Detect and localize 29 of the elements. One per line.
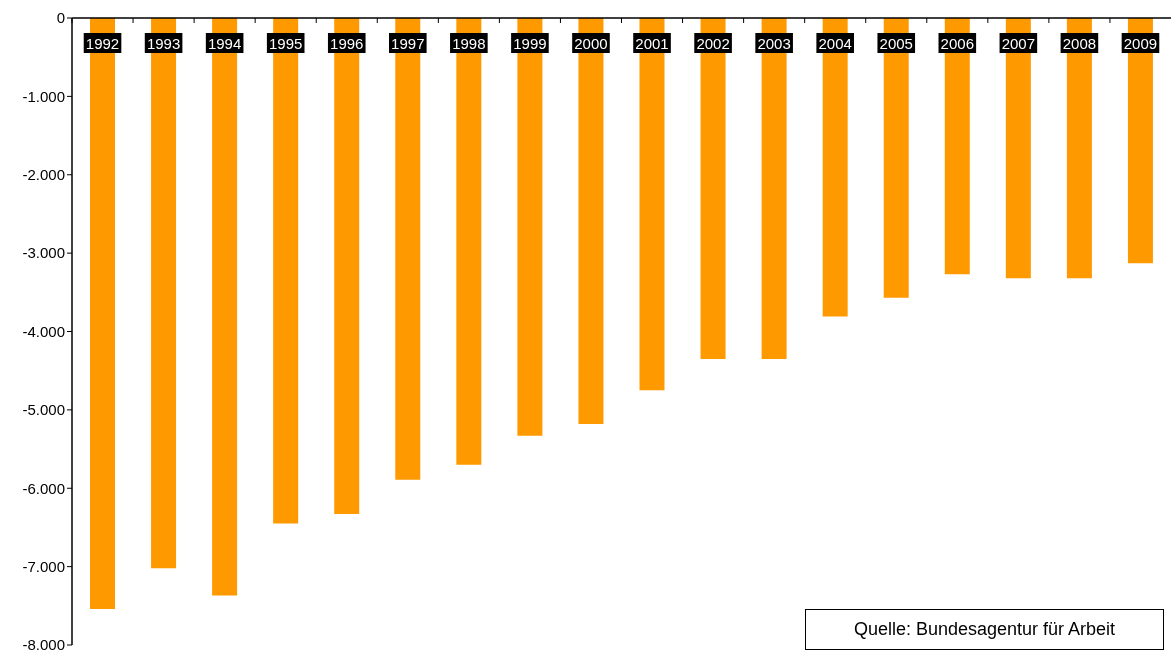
x-tick-label: 2001 — [635, 34, 669, 52]
x-tick-label: 1994 — [207, 34, 242, 52]
x-tick-label: 1997 — [391, 34, 425, 52]
x-tick-label: 2007 — [1001, 34, 1036, 52]
y-tick-label: -2.000 — [22, 166, 65, 184]
y-tick-label: -1.000 — [22, 87, 65, 105]
y-tick-label: -3.000 — [22, 244, 65, 262]
x-tick-label: 2003 — [757, 34, 791, 52]
x-tick-label: 2005 — [879, 34, 913, 52]
y-tick-label: -6.000 — [22, 479, 65, 497]
x-tick-label: 2004 — [818, 34, 852, 52]
y-tick-label: -7.000 — [22, 557, 65, 575]
annotation: Quelle: Bundesagentur für Arbeit — [853, 619, 1116, 640]
x-tick-label: 1999 — [513, 34, 547, 52]
y-tick-label: -5.000 — [22, 401, 65, 419]
x-tick-label: 1993 — [146, 34, 181, 52]
x-tick-label: 1998 — [452, 34, 486, 52]
x-tick-label: 2002 — [696, 34, 730, 52]
y-tick-label: -8.000 — [22, 636, 65, 652]
x-tick-label: 2006 — [940, 34, 974, 52]
y-tick-label: 0 — [56, 9, 65, 27]
note-box: Quelle: Bundesagentur für Arbeit — [805, 609, 1164, 650]
x-tick-label: 2000 — [574, 34, 608, 52]
y-tick-label: -4.000 — [22, 322, 65, 340]
x-tick-label: 1995 — [269, 34, 303, 52]
x-tick-label: 1992 — [85, 34, 120, 52]
x-tick-label: 2009 — [1123, 34, 1158, 52]
x-tick-label: 1996 — [330, 34, 364, 52]
x-tick-label: 2008 — [1062, 34, 1097, 52]
